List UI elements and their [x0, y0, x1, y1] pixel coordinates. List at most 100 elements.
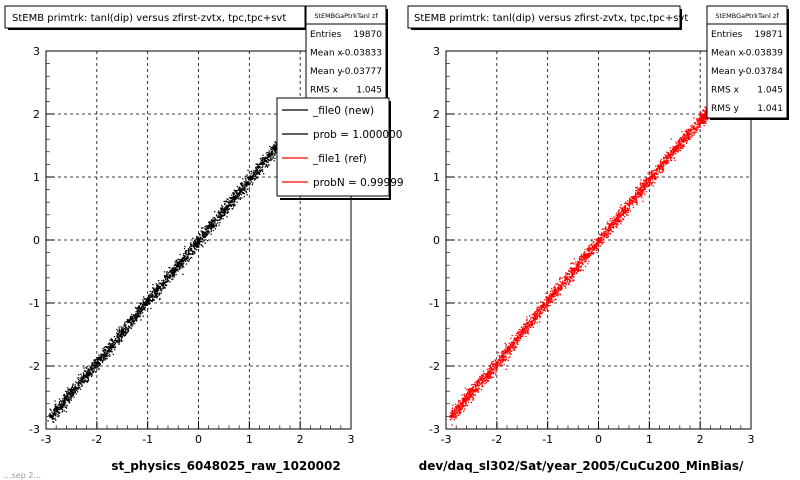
scatter-point: [179, 260, 181, 262]
scatter-point: [573, 276, 575, 278]
scatter-point: [492, 376, 494, 378]
scatter-point: [117, 339, 119, 342]
scatter-point: [49, 408, 51, 410]
scatter-point: [509, 350, 511, 353]
scatter-point: [243, 193, 246, 195]
scatter-point: [505, 349, 507, 351]
scatter-point: [187, 255, 189, 258]
scatter-point: [75, 387, 77, 389]
scatter-point: [142, 299, 144, 301]
scatter-point: [609, 220, 611, 222]
scatter-point: [107, 352, 109, 355]
scatter-point: [70, 398, 72, 400]
scatter-point: [61, 405, 63, 407]
scatter-point: [172, 266, 174, 269]
scatter-point: [556, 288, 559, 290]
scatter-point: [507, 346, 509, 348]
scatter-point: [233, 204, 235, 206]
scatter-point: [509, 353, 511, 355]
scatter-point: [154, 290, 156, 292]
scatter-point: [87, 376, 89, 379]
scatter-point: [475, 387, 477, 389]
scatter-point: [632, 197, 634, 200]
scatter-point: [199, 240, 202, 242]
scatter-point: [525, 324, 527, 326]
scatter-point: [199, 241, 201, 243]
scatter-point: [224, 203, 226, 206]
scatter-point: [640, 195, 642, 197]
scatter-point: [485, 382, 487, 384]
scatter-point: [639, 189, 642, 191]
scatter-point: [111, 349, 113, 351]
scatter-point: [120, 333, 122, 335]
scatter-point: [228, 202, 231, 204]
scatter-point: [570, 263, 572, 265]
scatter-point: [246, 183, 248, 185]
scatter-point: [488, 376, 490, 378]
scatter-point: [69, 393, 72, 396]
scatter-point: [598, 245, 600, 248]
scatter-point: [99, 363, 102, 365]
scatter-point: [615, 220, 617, 222]
scatter-point: [96, 358, 98, 361]
scatter-point: [636, 199, 638, 201]
scatter-point: [627, 199, 629, 202]
scatter-point: [452, 413, 454, 415]
scatter-point: [265, 165, 268, 167]
scatter-point: [249, 182, 251, 184]
scatter-point: [210, 227, 213, 229]
scatter-point: [465, 397, 468, 400]
scatter-point: [270, 155, 272, 157]
scatter-point: [257, 167, 259, 169]
scatter-point: [583, 252, 585, 254]
scatter-point: [600, 239, 602, 241]
scatter-point: [512, 343, 514, 345]
scatter-point: [198, 233, 201, 235]
scatter-point: [492, 360, 495, 362]
scatter-point: [155, 287, 158, 289]
scatter-point: [471, 393, 473, 395]
scatter-point: [202, 238, 204, 241]
scatter-point: [488, 377, 491, 379]
scatter-point: [600, 237, 602, 239]
scatter-point: [255, 176, 258, 178]
scatter-point: [481, 374, 483, 376]
scatter-point: [480, 379, 482, 381]
scatter-point: [551, 301, 553, 303]
scatter-point: [451, 412, 453, 415]
scatter-point: [181, 262, 183, 264]
scatter-point: [222, 212, 224, 214]
scatter-point: [626, 209, 628, 212]
scatter-point: [169, 274, 172, 277]
scatter-point: [478, 388, 481, 390]
scatter-point: [107, 355, 109, 357]
scatter-point: [250, 176, 252, 178]
scatter-point: [651, 170, 653, 172]
scatter-point: [624, 210, 626, 212]
x-tick-labels: -3 -2 -1 0 1 2 3: [41, 433, 355, 446]
scatter-point: [667, 152, 669, 154]
scatter-point: [608, 225, 611, 228]
scatter-point: [190, 250, 192, 252]
scatter-point: [584, 251, 586, 253]
scatter-point: [57, 408, 59, 410]
scatter-point: [84, 380, 86, 382]
scatter-point: [451, 413, 453, 416]
scatter-point: [92, 370, 94, 373]
scatter-point: [261, 159, 263, 161]
scatter-point: [614, 220, 617, 223]
scatter-point: [503, 352, 505, 354]
scatter-point: [623, 211, 625, 213]
scatter-point: [536, 316, 538, 319]
scatter-point: [455, 403, 457, 405]
scatter-point: [592, 241, 595, 243]
scatter-point: [139, 316, 141, 318]
scatter-point: [568, 273, 570, 276]
scatter-point: [218, 216, 220, 218]
scatter-point: [116, 333, 119, 335]
scatter-point: [96, 367, 98, 369]
scatter-point: [158, 292, 161, 294]
scatter-point: [125, 332, 127, 334]
legend-box-shadow: [280, 198, 391, 200]
scatter-point: [173, 267, 175, 269]
